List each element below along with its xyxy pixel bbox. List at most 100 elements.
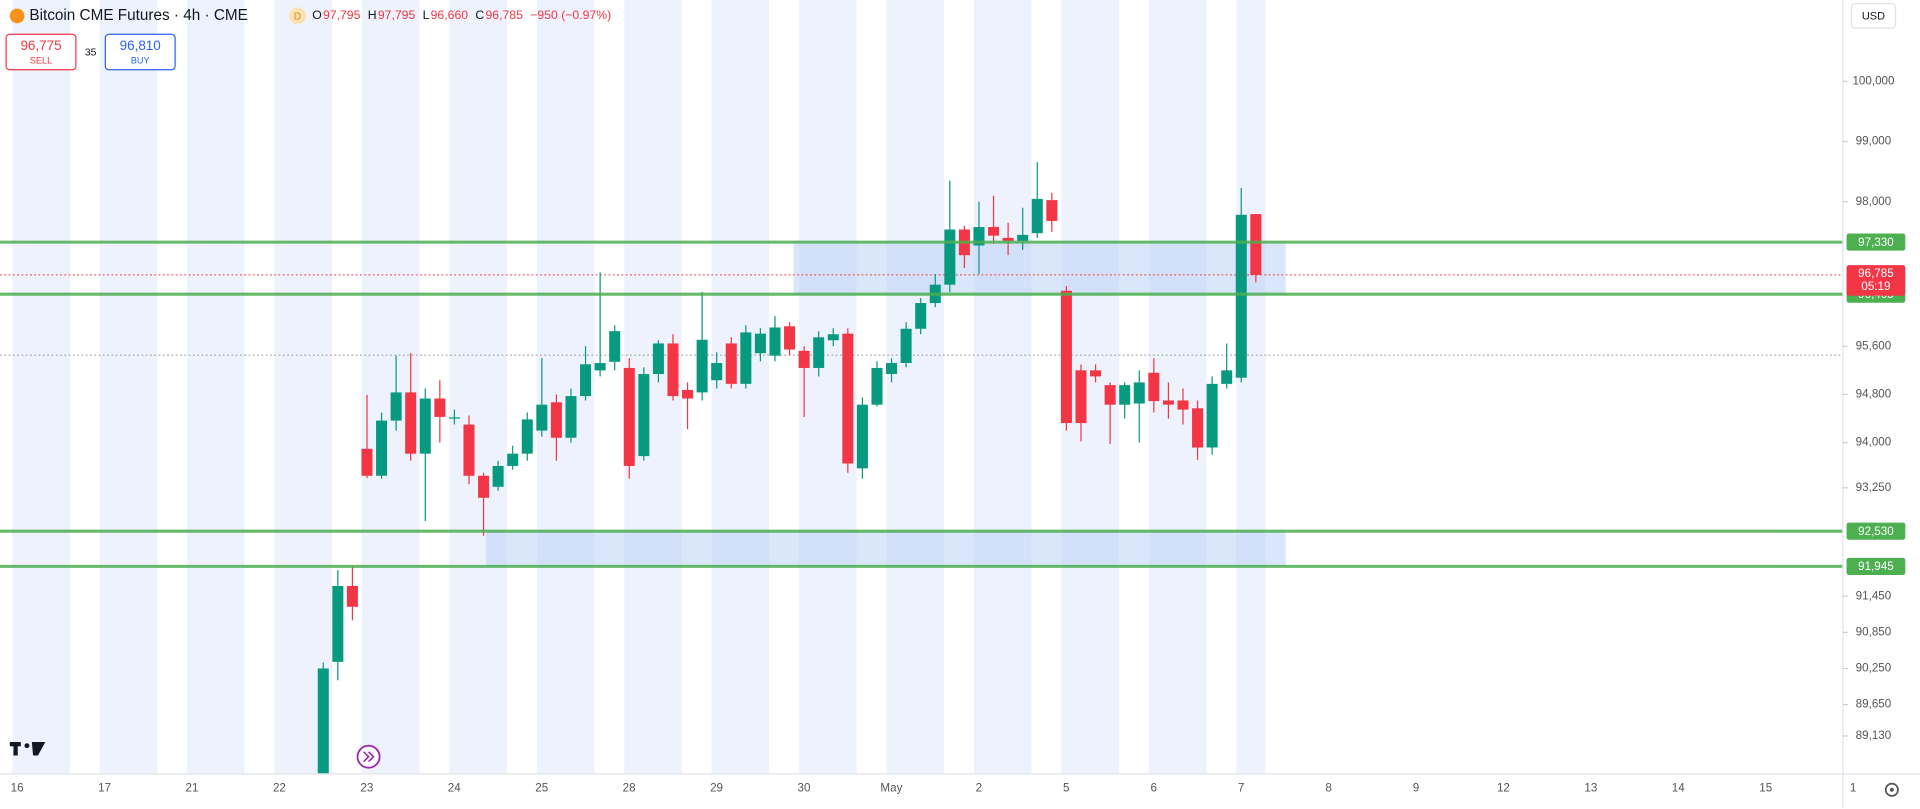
x-tick-label: 21 (186, 782, 199, 795)
level-label: 97,330 (1858, 236, 1894, 249)
currency-button[interactable] (1850, 3, 1897, 29)
candle-body (1002, 237, 1014, 241)
x-tick-label: 17 (98, 782, 111, 795)
y-tick-label: 89,650 (1856, 698, 1892, 711)
candle-body (871, 367, 883, 405)
session-band (886, 0, 945, 774)
candle-body (1104, 385, 1116, 405)
ohlc-value: 96,785 (485, 8, 523, 22)
buy-button[interactable] (104, 33, 176, 71)
change: −950 (−0.97%) (530, 8, 611, 22)
candle-body (1031, 198, 1043, 234)
x-tick-label: 23 (360, 782, 373, 795)
candle-body (478, 475, 490, 498)
candle-body (536, 404, 548, 431)
chart-title: Bitcoin CME Futures · 4h · CME (29, 7, 247, 24)
x-tick-label: 15 (1759, 782, 1772, 795)
countdown: 05:19 (1861, 280, 1890, 293)
level-label: 91,945 (1858, 560, 1894, 573)
x-tick-label: 2 (976, 782, 982, 795)
candle-body (405, 392, 417, 454)
session-band (973, 0, 1032, 774)
y-tick-label: 89,130 (1856, 729, 1892, 742)
x-tick-label: 7 (1238, 782, 1244, 795)
candle-body (390, 392, 402, 421)
candle-body (1090, 370, 1102, 377)
ohlc-value: 96,660 (431, 8, 469, 22)
x-tick-label: 29 (710, 782, 723, 795)
sell-button[interactable] (5, 33, 77, 71)
y-tick-label: 90,250 (1856, 662, 1892, 675)
candle-body (609, 331, 621, 362)
session-band (711, 0, 770, 774)
candle-body (492, 465, 504, 487)
candle-body (638, 374, 650, 457)
x-tick-label: 28 (623, 782, 636, 795)
candle-body (1192, 408, 1204, 448)
candle-body (813, 337, 825, 368)
candle-body (696, 339, 708, 393)
x-tick-label: 8 (1325, 782, 1331, 795)
delay-badge-bg (288, 7, 307, 25)
x-tick-label: 25 (535, 782, 548, 795)
last-price-label: 96,785 (1858, 267, 1894, 280)
ohlc-key: L (423, 8, 430, 22)
session-band (187, 0, 245, 774)
session-band (274, 0, 333, 774)
candle-body (1148, 372, 1160, 402)
ohlc-value: 97,795 (323, 8, 361, 22)
candle-body (1119, 385, 1131, 405)
candle-body (915, 303, 927, 329)
y-tick-label: 99,000 (1856, 135, 1892, 148)
overlay: 89,130 89,650 90,250 90,850 91,450 93,250 94,0… (11, 74, 1906, 795)
candle-body (434, 398, 446, 417)
y-tick-label: 93,250 (1856, 481, 1892, 494)
zone (486, 531, 1286, 567)
candle-body (1221, 370, 1233, 384)
y-tick-label: 91,450 (1856, 589, 1892, 602)
session-band (449, 0, 507, 774)
candle-body (652, 343, 664, 375)
candle-body (682, 389, 694, 399)
candle-body (507, 453, 519, 466)
level-label: 92,530 (1858, 525, 1894, 538)
session-shading (12, 0, 1266, 774)
candle-body (1075, 370, 1087, 424)
candle-body (988, 227, 1000, 236)
settings-dot (1889, 787, 1894, 792)
x-tick-label: May (880, 782, 902, 795)
candle-body (376, 420, 388, 476)
level-label-bg (1846, 233, 1906, 251)
candle-body (448, 417, 460, 419)
x-tick-label: 22 (273, 782, 286, 795)
candle-body (1177, 400, 1189, 410)
candle-body (754, 333, 766, 354)
candle-body (740, 332, 752, 384)
spread: 35 (85, 47, 97, 58)
candle-body (1162, 400, 1174, 405)
session-band (99, 0, 158, 774)
candle-body (565, 396, 577, 438)
y-tick-label: 94,000 (1856, 436, 1892, 449)
candle-body (1250, 214, 1262, 275)
y-tick-label: 100,000 (1852, 74, 1895, 87)
ohlc-key: O (312, 8, 322, 22)
last-price-label-bg (1846, 265, 1906, 296)
x-tick-label: 16 (11, 782, 24, 795)
x-tick-label: 6 (1150, 782, 1156, 795)
y-tick-label: 95,600 (1856, 339, 1892, 352)
candle-body (1046, 200, 1058, 221)
sell-label: SELL (30, 56, 52, 66)
candle-body (521, 419, 533, 454)
settings-icon[interactable] (1884, 782, 1899, 797)
ohlc-value: 97,795 (378, 8, 416, 22)
candle-body (1206, 383, 1218, 448)
candle-body (827, 334, 839, 341)
candle-body (973, 227, 985, 246)
candle-body (594, 363, 606, 371)
x-tick-label: 1 (1850, 782, 1856, 795)
ohlc-legend: O 97,795 H 97,795 L 96,660 C 96,785 −950 (−0.97%… (312, 8, 611, 22)
delay-badge: D (294, 11, 302, 22)
session-band (1236, 0, 1266, 774)
